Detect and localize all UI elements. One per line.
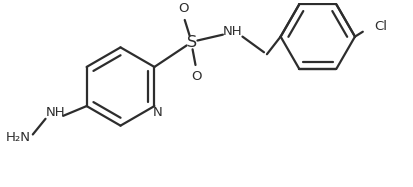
Text: O: O [178, 2, 189, 15]
Text: N: N [152, 106, 162, 119]
Text: Cl: Cl [374, 20, 387, 33]
Text: NH: NH [222, 25, 242, 38]
Text: S: S [186, 35, 196, 50]
Text: H₂N: H₂N [6, 131, 31, 144]
Text: NH: NH [45, 106, 65, 119]
Text: O: O [191, 70, 201, 83]
